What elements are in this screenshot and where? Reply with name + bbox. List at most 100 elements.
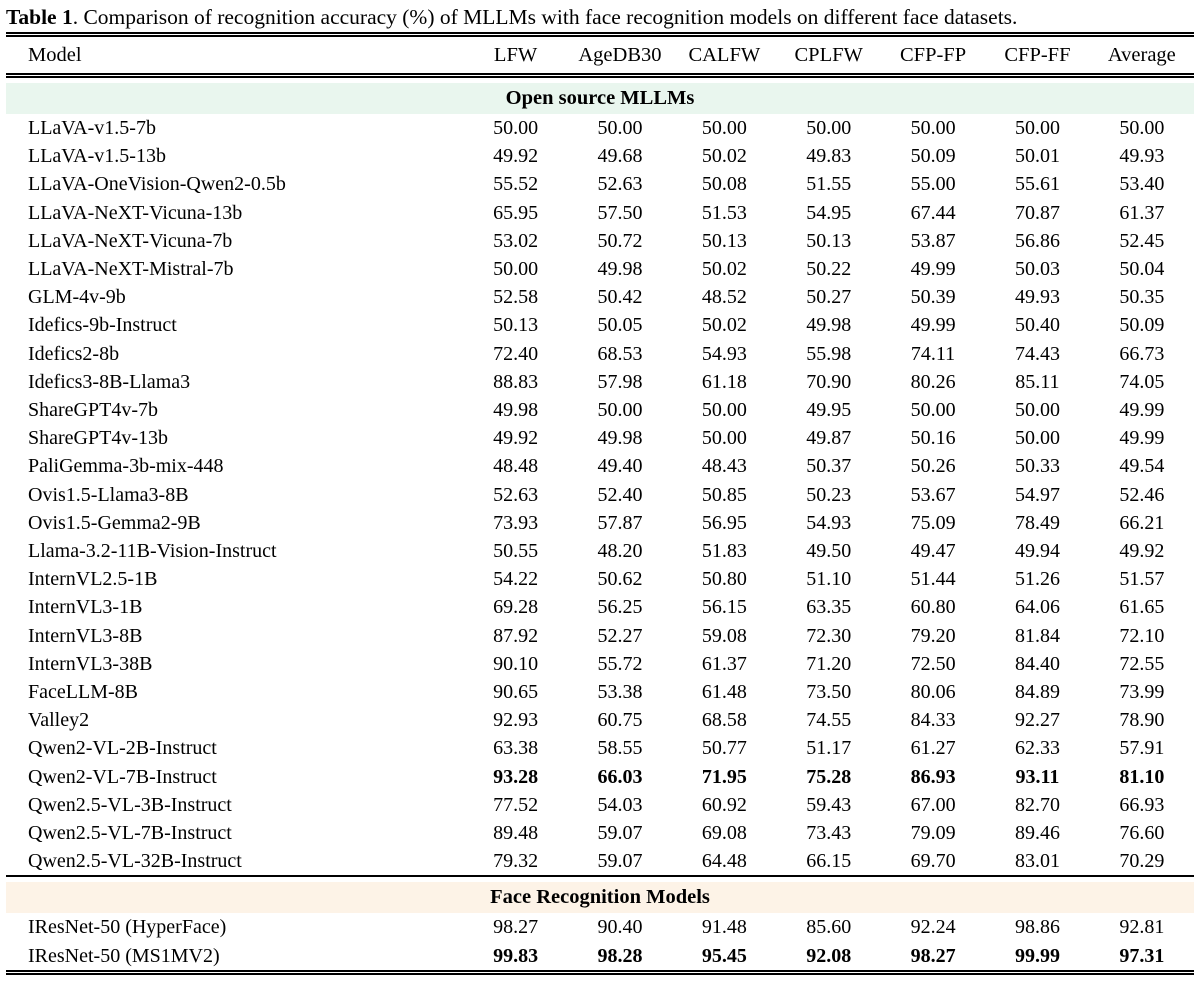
value-cell: 69.08 (701, 822, 747, 845)
value-cell: 56.95 (701, 511, 747, 534)
value-cell: 49.93 (1014, 286, 1060, 309)
value-cell: 51.10 (806, 568, 852, 591)
value-cell: 52.58 (493, 286, 539, 309)
value-cell: 51.44 (910, 568, 956, 591)
table-row: Qwen2.5-VL-3B-Instruct 77.52 54.03 60.92 59.… (6, 791, 1194, 819)
value-cell: 76.60 (1119, 822, 1165, 845)
value-cell: 53.02 (493, 229, 539, 252)
model-cell: InternVL3-38B (28, 652, 153, 675)
table-row: Idefics-9b-Instruct 50.13 50.05 50.02 49.98 4… (6, 311, 1194, 339)
section-band: Open source MLLMs (6, 83, 1194, 114)
column-header-cfp-fp: CFP-FP (880, 32, 986, 78)
model-cell: FaceLLM-8B (28, 681, 138, 704)
table-row: LLaVA-v1.5-13b 49.92 49.68 50.02 49.83 50.09 5… (6, 142, 1194, 170)
column-header-calfw: CALFW (672, 32, 777, 78)
value-cell: 51.26 (1014, 568, 1060, 591)
model-cell: InternVL3-1B (28, 596, 143, 619)
value-cell: 88.83 (493, 370, 539, 393)
column-header-cplfw: CPLFW (776, 32, 881, 78)
table-row: IResNet-50 (HyperFace) 98.27 90.40 91.48 85.… (6, 913, 1194, 941)
value-cell: 71.95 (701, 765, 747, 788)
value-cell: 61.48 (701, 681, 747, 704)
model-cell: Ovis1.5-Gemma2-9B (28, 511, 201, 534)
value-cell: 84.89 (1014, 681, 1060, 704)
value-cell: 53.38 (597, 681, 643, 704)
value-cell: 50.62 (597, 568, 643, 591)
column-header-model: Model (6, 32, 464, 78)
value-cell: 85.60 (806, 916, 852, 939)
value-cell: 50.85 (701, 483, 747, 506)
value-cell: 57.91 (1119, 737, 1165, 760)
model-cell: Idefics3-8B-Llama3 (28, 370, 191, 393)
value-cell: 93.28 (493, 765, 539, 788)
value-cell: 50.00 (701, 427, 747, 450)
table-row: GLM-4v-9b 52.58 50.42 48.52 50.27 50.39 49.93 5… (6, 283, 1194, 311)
value-cell: 89.46 (1014, 822, 1060, 845)
value-cell: 72.40 (493, 342, 539, 365)
value-cell: 50.01 (1014, 145, 1060, 168)
value-cell: 60.92 (701, 793, 747, 816)
value-cell: 86.93 (910, 765, 956, 788)
value-cell: 50.08 (701, 173, 747, 196)
value-cell: 66.21 (1119, 511, 1165, 534)
value-cell: 50.00 (701, 117, 747, 139)
value-cell: 50.37 (806, 455, 852, 478)
value-cell: 75.09 (910, 511, 956, 534)
value-cell: 99.99 (985, 941, 1090, 975)
table-row: LLaVA-NeXT-Vicuna-7b 53.02 50.72 50.13 50.13… (6, 227, 1194, 255)
value-cell: 98.27 (880, 941, 986, 975)
table-row: InternVL3-8B 87.92 52.27 59.08 72.30 79.20 81.… (6, 622, 1194, 650)
value-cell: 74.43 (1014, 342, 1060, 365)
value-cell: 98.27 (493, 916, 539, 939)
value-cell: 50.00 (493, 258, 539, 281)
value-cell: 51.55 (806, 173, 852, 196)
model-cell: Qwen2.5-VL-32B-Instruct (6, 847, 464, 878)
table-row: ShareGPT4v-13b 49.92 49.98 50.00 49.87 50.16 5… (6, 424, 1194, 452)
value-cell: 73.99 (1119, 681, 1165, 704)
model-cell: Ovis1.5-Llama3-8B (28, 483, 189, 506)
value-cell: 67.44 (910, 201, 956, 224)
value-cell: 66.03 (597, 765, 643, 788)
model-cell: LLaVA-OneVision-Qwen2-0.5b (28, 173, 286, 196)
value-cell: 52.63 (597, 173, 643, 196)
value-cell: 49.95 (806, 399, 852, 422)
value-cell: 72.10 (1119, 624, 1165, 647)
value-cell: 49.92 (493, 427, 539, 450)
value-cell: 90.10 (493, 652, 539, 675)
model-cell: InternVL2.5-1B (28, 568, 158, 591)
caption-text: . Comparison of recognition accuracy (%)… (72, 5, 1018, 29)
value-cell: 91.48 (701, 916, 747, 939)
model-cell: Valley2 (28, 709, 90, 732)
value-cell: 52.27 (597, 624, 643, 647)
value-cell: 49.98 (493, 399, 539, 422)
value-cell: 97.31 (1089, 941, 1194, 975)
value-cell: 52.45 (1119, 229, 1165, 252)
value-cell: 50.13 (806, 229, 852, 252)
value-cell: 77.52 (493, 793, 539, 816)
value-cell: 61.37 (1119, 201, 1165, 224)
value-cell: 60.80 (910, 596, 956, 619)
model-cell: IResNet-50 (MS1MV2) (6, 941, 464, 975)
table-row: Qwen2.5-VL-7B-Instruct 89.48 59.07 69.08 73.… (6, 819, 1194, 847)
model-cell: LLaVA-NeXT-Vicuna-7b (28, 229, 233, 252)
value-cell: 59.07 (597, 822, 643, 845)
value-cell: 58.55 (597, 737, 643, 760)
value-cell: 62.33 (1014, 737, 1060, 760)
value-cell: 50.35 (1119, 286, 1165, 309)
value-cell: 70.87 (1014, 201, 1060, 224)
header-row: Model LFW AgeDB30 CALFW CPLFW CFP-FP CFP… (6, 32, 1194, 78)
value-cell: 54.22 (493, 568, 539, 591)
value-cell: 83.01 (985, 847, 1090, 878)
value-cell: 52.63 (493, 483, 539, 506)
model-cell: GLM-4v-9b (28, 286, 126, 309)
value-cell: 59.08 (701, 624, 747, 647)
value-cell: 49.50 (806, 540, 852, 563)
table-row: PaliGemma-3b-mix-448 48.48 49.40 48.43 50.37… (6, 452, 1194, 480)
model-cell: LLaVA-NeXT-Vicuna-13b (28, 201, 243, 224)
value-cell: 61.65 (1119, 596, 1165, 619)
value-cell: 50.40 (1014, 314, 1060, 337)
value-cell: 72.30 (806, 624, 852, 647)
value-cell: 50.00 (910, 117, 956, 139)
value-cell: 53.67 (910, 483, 956, 506)
value-cell: 90.40 (597, 916, 643, 939)
